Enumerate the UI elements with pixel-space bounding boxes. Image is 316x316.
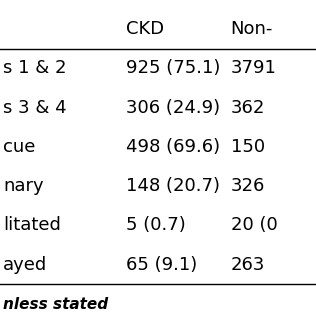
Text: litated: litated bbox=[3, 216, 61, 234]
Text: 925 (75.1): 925 (75.1) bbox=[126, 59, 221, 77]
Text: nless stated: nless stated bbox=[3, 297, 108, 313]
Text: 3791: 3791 bbox=[231, 59, 276, 77]
Text: s 1 & 2: s 1 & 2 bbox=[3, 59, 67, 77]
Text: 148 (20.7): 148 (20.7) bbox=[126, 177, 220, 195]
Text: ayed: ayed bbox=[3, 256, 47, 274]
Text: 362: 362 bbox=[231, 99, 265, 117]
Text: Non-: Non- bbox=[231, 20, 273, 38]
Text: s 3 & 4: s 3 & 4 bbox=[3, 99, 67, 117]
Text: cue: cue bbox=[3, 138, 35, 156]
Text: 326: 326 bbox=[231, 177, 265, 195]
Text: 306 (24.9): 306 (24.9) bbox=[126, 99, 221, 117]
Text: 263: 263 bbox=[231, 256, 265, 274]
Text: CKD: CKD bbox=[126, 20, 165, 38]
Text: 65 (9.1): 65 (9.1) bbox=[126, 256, 198, 274]
Text: 150: 150 bbox=[231, 138, 265, 156]
Text: 5 (0.7): 5 (0.7) bbox=[126, 216, 186, 234]
Text: 20 (0: 20 (0 bbox=[231, 216, 277, 234]
Text: 498 (69.6): 498 (69.6) bbox=[126, 138, 221, 156]
Text: nary: nary bbox=[3, 177, 44, 195]
